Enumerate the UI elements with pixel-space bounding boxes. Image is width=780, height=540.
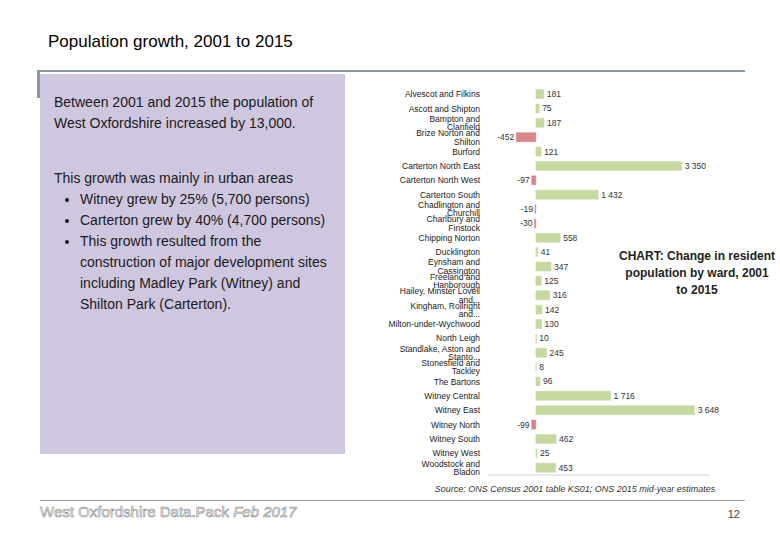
svg-text:181: 181 xyxy=(547,89,561,99)
svg-text:316: 316 xyxy=(553,290,567,300)
svg-text:125: 125 xyxy=(544,276,558,286)
svg-text:-452: -452 xyxy=(497,132,514,142)
svg-text:347: 347 xyxy=(554,262,568,272)
svg-text:3 648: 3 648 xyxy=(698,405,720,415)
svg-text:Witney West: Witney West xyxy=(432,448,480,458)
svg-text:Carterton North West: Carterton North West xyxy=(400,175,481,185)
svg-text:1 432: 1 432 xyxy=(601,190,623,200)
svg-text:462: 462 xyxy=(559,434,573,444)
svg-text:8: 8 xyxy=(539,362,544,372)
svg-text:-19: -19 xyxy=(521,204,534,214)
svg-text:-97: -97 xyxy=(517,175,530,185)
svg-text:Kingham, Rollrightand...: Kingham, Rollrightand... xyxy=(411,301,481,320)
svg-text:121: 121 xyxy=(544,147,558,157)
svg-text:Carterton South: Carterton South xyxy=(420,190,480,200)
svg-text:453: 453 xyxy=(559,463,573,473)
svg-text:Alvescot and Filkins: Alvescot and Filkins xyxy=(405,89,480,99)
svg-text:-99: -99 xyxy=(517,420,530,430)
svg-text:Carterton North East: Carterton North East xyxy=(402,161,481,171)
svg-text:Stonesfield andTackley: Stonesfield andTackley xyxy=(421,358,480,377)
svg-text:130: 130 xyxy=(545,319,559,329)
svg-text:Woodstock andBladon: Woodstock andBladon xyxy=(422,459,481,477)
svg-text:Witney East: Witney East xyxy=(435,405,481,415)
svg-text:3 350: 3 350 xyxy=(685,161,707,171)
svg-text:142: 142 xyxy=(545,305,559,315)
svg-text:96: 96 xyxy=(543,376,553,386)
svg-text:The Bartons: The Bartons xyxy=(434,377,480,387)
svg-text:75: 75 xyxy=(542,103,552,113)
svg-text:Witney Central: Witney Central xyxy=(424,391,480,401)
svg-text:Ducklington: Ducklington xyxy=(436,247,481,257)
svg-text:10: 10 xyxy=(539,333,549,343)
svg-text:Witney South: Witney South xyxy=(429,434,480,444)
svg-text:Witney North: Witney North xyxy=(431,420,480,430)
svg-text:Brize Norton andShilton: Brize Norton andShilton xyxy=(416,128,480,147)
svg-text:North Leigh: North Leigh xyxy=(436,333,480,343)
svg-text:Milton-under-Wychwood: Milton-under-Wychwood xyxy=(388,319,480,329)
svg-text:Chipping Norton: Chipping Norton xyxy=(419,233,481,243)
svg-text:1 716: 1 716 xyxy=(614,391,636,401)
svg-text:187: 187 xyxy=(547,118,561,128)
svg-text:245: 245 xyxy=(550,348,564,358)
svg-text:41: 41 xyxy=(541,247,551,257)
svg-text:25: 25 xyxy=(540,448,550,458)
svg-text:Charlbury andFinstock: Charlbury andFinstock xyxy=(427,214,481,233)
svg-text:Burford: Burford xyxy=(452,147,480,157)
svg-text:Ascott and Shipton: Ascott and Shipton xyxy=(409,104,481,114)
svg-text:-30: -30 xyxy=(520,218,533,228)
svg-text:558: 558 xyxy=(563,233,577,243)
